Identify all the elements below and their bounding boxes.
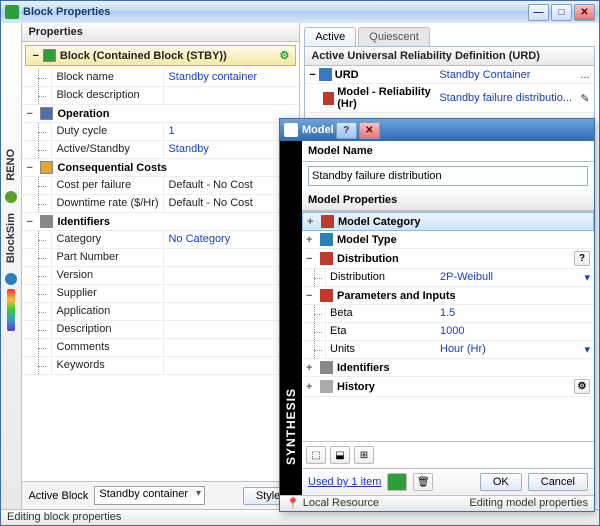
close-button[interactable]: ✕ — [574, 4, 595, 21]
identifiers-row[interactable]: Application — [22, 303, 299, 321]
identifiers-icon — [40, 215, 53, 228]
model-status-bar: 📍 Local Resource Editing model propertie… — [280, 495, 594, 511]
identifiers-row[interactable]: Version — [22, 267, 299, 285]
model-title: Model — [302, 124, 334, 136]
identifiers-row[interactable]: Keywords — [22, 357, 299, 375]
dropdown-icon[interactable]: ▾ — [584, 271, 590, 284]
ok-button[interactable]: OK — [480, 473, 522, 491]
titlebar[interactable]: Block Properties — □ ✕ — [1, 1, 599, 23]
dropdown-icon[interactable]: ▾ — [584, 343, 590, 356]
blocksim-icon — [5, 273, 17, 285]
tool-icon-3[interactable]: ⊞ — [354, 446, 374, 464]
maximize-button[interactable]: □ — [551, 4, 572, 21]
urd-value[interactable]: Standby Container — [435, 67, 576, 83]
link-icon[interactable]: ⚙ — [279, 49, 289, 62]
block-section-header[interactable]: − Block (Contained Block (STBY)) ⚙ — [25, 45, 296, 66]
model-type-icon — [320, 233, 333, 246]
footer-icon-2[interactable]: 🗑 — [413, 473, 433, 491]
identifiers-row[interactable]: Comments — [22, 339, 299, 357]
reno-icon — [5, 191, 17, 203]
history-gear-icon[interactable]: ⚙ — [574, 379, 590, 394]
costs-icon — [40, 161, 53, 174]
model-help-button[interactable]: ? — [336, 122, 357, 139]
block-row[interactable]: Block nameStandby container — [22, 69, 299, 87]
cancel-button[interactable]: Cancel — [528, 473, 588, 491]
block-row[interactable]: Block description — [22, 87, 299, 105]
active-block-label: Active Block — [28, 490, 88, 502]
properties-pane: Properties − Block (Contained Block (STB… — [22, 23, 300, 509]
left-sidebar: RENO BlockSim — [1, 23, 22, 509]
dist-help-icon[interactable]: ? — [574, 251, 590, 266]
used-by-link[interactable]: Used by 1 item — [308, 476, 381, 488]
parameters-row[interactable]: UnitsHour (Hr)▾ — [302, 341, 594, 359]
pin-icon: 📍 — [286, 497, 300, 510]
parameters-icon — [320, 289, 333, 302]
urd-header: Active Universal Reliability Definition … — [305, 47, 594, 66]
model-identifiers-icon — [320, 361, 333, 374]
model-name-input[interactable]: Standby failure distribution — [308, 166, 588, 186]
footer-icon-1[interactable] — [387, 473, 407, 491]
identifiers-section-header[interactable]: −Identifiers — [22, 213, 299, 231]
distribution-group[interactable]: −Distribution? — [302, 249, 594, 269]
tab-quiescent[interactable]: Quiescent — [358, 27, 430, 46]
model-row-edit-icon[interactable]: ✎ — [576, 92, 594, 105]
model-category-group[interactable]: +Model Category — [302, 212, 594, 231]
costs-section-header[interactable]: −Consequential Costs — [22, 159, 299, 177]
model-dialog: Model ? ✕ SYNTHESIS Model Name Standby f… — [279, 118, 595, 512]
operation-row[interactable]: Duty cycle1 — [22, 123, 299, 141]
tab-active[interactable]: Active — [304, 27, 356, 46]
model-type-group[interactable]: +Model Type — [302, 231, 594, 249]
model-category-icon — [321, 215, 334, 228]
identifiers-row[interactable]: Description — [22, 321, 299, 339]
synthesis-label: SYNTHESIS — [284, 388, 298, 465]
urd-r-icon — [319, 68, 332, 81]
model-reliability-icon — [323, 92, 334, 105]
active-block-combo[interactable]: Standby container — [94, 486, 205, 505]
identifiers-row[interactable]: CategoryNo Category — [22, 231, 299, 249]
parameters-row[interactable]: Beta1.5 — [302, 305, 594, 323]
properties-header: Properties — [22, 23, 299, 42]
tool-icon-2[interactable]: ⬓ — [330, 446, 350, 464]
model-status-right: Editing model properties — [469, 497, 588, 510]
distribution-icon — [320, 252, 333, 265]
model-row-key: Model - Reliability (Hr) — [337, 86, 431, 110]
model-close-button[interactable]: ✕ — [359, 122, 380, 139]
sidebar-label-blocksim: BlockSim — [5, 213, 17, 263]
window-title: Block Properties — [23, 6, 110, 18]
parameters-row[interactable]: Eta1000 — [302, 323, 594, 341]
operation-icon — [40, 107, 53, 120]
rainbow-icon — [7, 289, 15, 331]
model-name-label: Model Name — [302, 141, 594, 162]
tool-icon-1[interactable]: ⬚ — [306, 446, 326, 464]
block-icon — [43, 49, 56, 62]
history-icon — [320, 380, 333, 393]
model-toolbar: ⬚ ⬓ ⊞ — [302, 441, 594, 468]
model-properties-header: Model Properties — [302, 190, 594, 211]
minimize-button[interactable]: — — [528, 4, 549, 21]
operation-section-header[interactable]: −Operation — [22, 105, 299, 123]
costs-row[interactable]: Downtime rate ($/Hr)Default - No Cost — [22, 195, 299, 213]
sidebar-label-reno: RENO — [5, 149, 17, 181]
model-app-icon — [284, 123, 298, 137]
history-group[interactable]: +History⚙ — [302, 377, 594, 397]
model-status-left: Local Resource — [303, 497, 379, 510]
properties-footer: Active Block Standby container Style — [22, 481, 299, 509]
identifiers-row[interactable]: Supplier — [22, 285, 299, 303]
model-titlebar[interactable]: Model ? ✕ — [280, 119, 594, 141]
distribution-row[interactable]: Distribution2P-Weibull▾ — [302, 269, 594, 287]
operation-row[interactable]: Active/StandbyStandby — [22, 141, 299, 159]
parameters-group[interactable]: −Parameters and Inputs — [302, 287, 594, 305]
costs-row[interactable]: Cost per failureDefault - No Cost — [22, 177, 299, 195]
model-identifiers-group[interactable]: +Identifiers — [302, 359, 594, 377]
urd-key: URD — [335, 69, 359, 81]
model-sidebar: SYNTHESIS — [280, 141, 302, 495]
app-icon — [5, 5, 19, 19]
identifiers-row[interactable]: Part Number — [22, 249, 299, 267]
urd-ellipsis-button[interactable]: ... — [576, 69, 594, 81]
model-row-value[interactable]: Standby failure distributio... — [435, 90, 576, 106]
